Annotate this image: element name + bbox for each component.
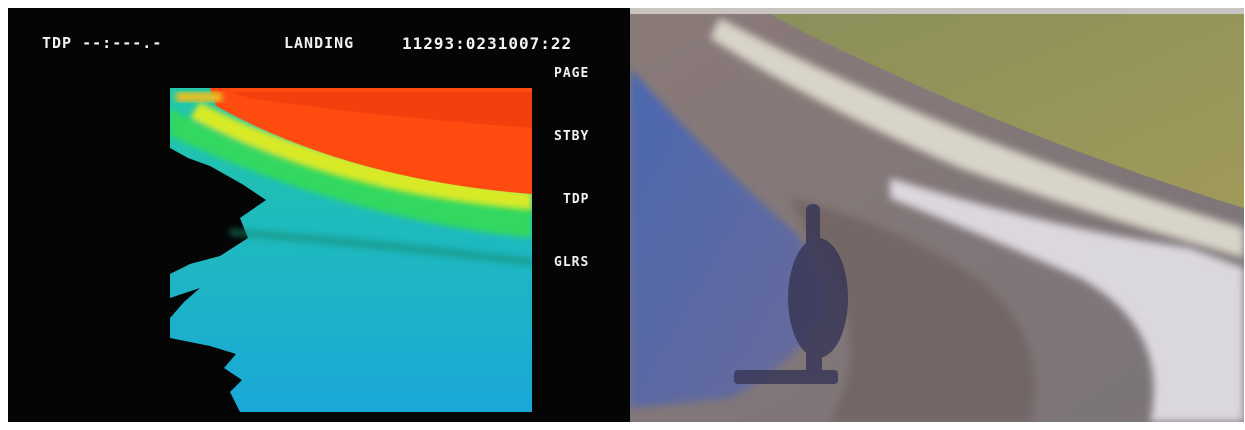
- softkey-glrs[interactable]: GLRS: [554, 255, 590, 270]
- aircraft-shadow: [734, 204, 848, 384]
- softkey-page[interactable]: PAGE: [554, 66, 590, 81]
- terrain-elevation-map: [170, 88, 532, 412]
- landing-camera-view: [630, 8, 1244, 422]
- tdp-status-readout: TDP --:---.-: [42, 34, 163, 52]
- softkey-stby[interactable]: STBY: [554, 129, 590, 144]
- mode-label: LANDING: [284, 34, 355, 52]
- camera-image: [630, 8, 1244, 422]
- landing-display: TDP --:---.- LANDING 11293:0231007:22 PA…: [8, 8, 630, 422]
- timestamp-readout: 11293:0231007:22: [402, 34, 573, 53]
- softkey-tdp[interactable]: TDP: [563, 192, 590, 207]
